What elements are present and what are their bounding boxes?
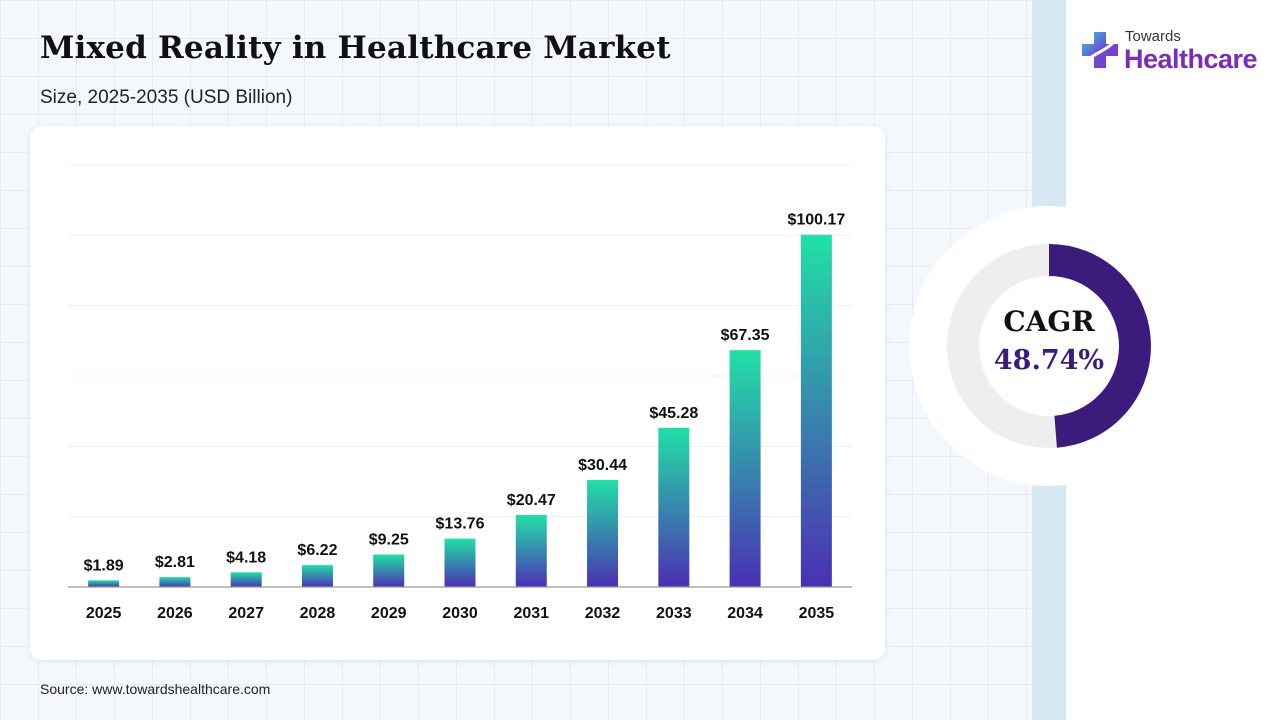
data-label-2028: $6.22 [297,542,337,559]
x-tick-2031: 2031 [513,605,549,622]
bar-chart: $1.89 2025 $2.81 2026 $4.18 2027 $6.22 2028 $9.2… [68,164,852,622]
bar-2034 [729,350,761,587]
data-label-2030: $13.76 [436,516,485,533]
x-tick-2027: 2027 [228,605,264,622]
x-tick-2025: 2025 [86,605,122,622]
page-subtitle: Size, 2025-2035 (USD Billion) [40,87,293,108]
source-note: Source: www.towardshealthcare.com [40,681,271,697]
data-label-2029: $9.25 [369,531,409,548]
bar-2032 [587,479,619,587]
data-label-2026: $2.81 [155,554,195,571]
data-label-2027: $4.18 [226,549,266,566]
cagr-ring [909,206,1189,486]
data-label-2035: $100.17 [787,212,845,229]
data-label-2025: $1.89 [84,557,124,574]
gridlines [68,164,852,518]
bar-2026 [159,577,191,587]
x-tick-2033: 2033 [656,605,692,622]
data-label-2033: $45.28 [649,405,698,422]
brand-logo: Towards Healthcare [1080,28,1260,78]
data-label-2032: $30.44 [578,457,627,474]
x-tick-2026: 2026 [157,605,193,622]
x-tick-2030: 2030 [442,605,478,622]
cagr-progress-arc [947,244,1151,448]
logo-line2: Healthcare [1124,44,1258,74]
medical-cross-icon [1082,32,1118,68]
bar-2029 [373,554,405,587]
x-tick-2028: 2028 [300,605,336,622]
bar-2030 [444,538,476,587]
data-label-2034: $67.35 [721,327,770,344]
x-tick-2032: 2032 [585,605,621,622]
x-tick-2029: 2029 [371,605,407,622]
page-title: Mixed Reality in Healthcare Market [40,30,671,66]
bar-2035 [800,234,832,587]
bar-2031 [515,515,547,587]
x-tick-2034: 2034 [727,605,763,622]
logo-line1: Towards [1125,28,1181,45]
x-tick-2035: 2035 [799,605,835,622]
bar-2025 [88,580,120,587]
bar-2028 [301,565,333,587]
bar-2033 [658,427,690,587]
data-label-2031: $20.47 [507,492,556,509]
cagr-donut: CAGR 48.74% [908,205,1190,487]
cagr-label: CAGR [1003,305,1095,338]
chart-card: $1.89 2025 $2.81 2026 $4.18 2027 $6.22 2028 $9.2… [30,126,885,660]
bar-2027 [230,572,262,587]
cagr-value: 48.74% [993,345,1105,376]
